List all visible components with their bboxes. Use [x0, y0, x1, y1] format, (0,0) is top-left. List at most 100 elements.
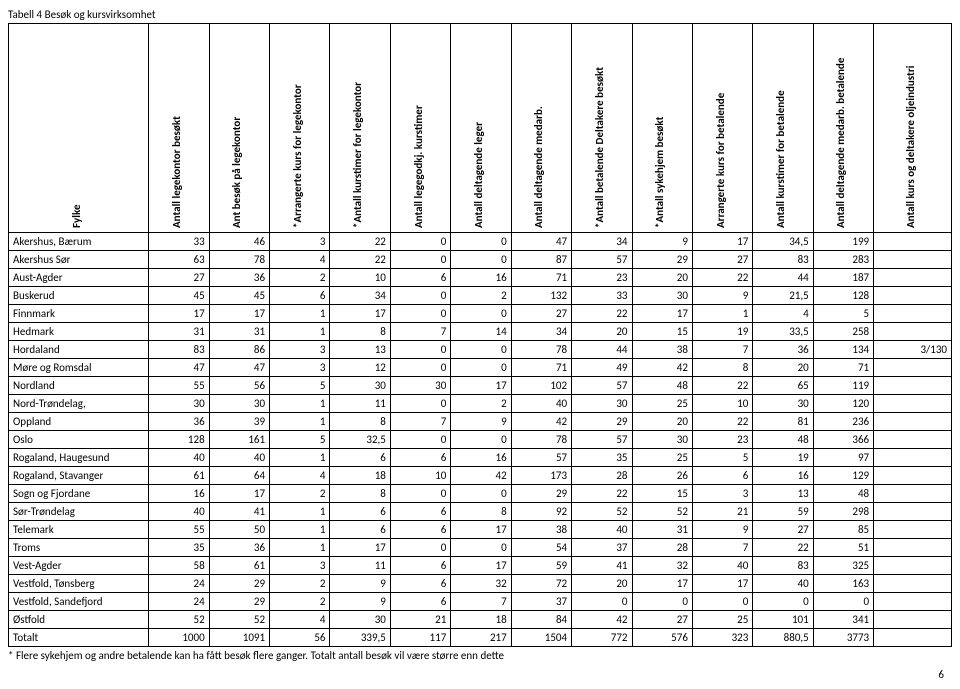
value-cell: 36: [209, 539, 269, 557]
value-cell: 17: [451, 521, 511, 539]
value-cell: 47: [149, 359, 209, 377]
value-cell: 27: [632, 611, 692, 629]
value-cell: 47: [511, 233, 571, 251]
value-cell: 6: [330, 521, 390, 539]
value-cell: 17: [209, 485, 269, 503]
value-cell: 22: [692, 413, 752, 431]
value-cell: 34,5: [753, 233, 813, 251]
value-cell: 32: [632, 557, 692, 575]
value-cell: 132: [511, 287, 571, 305]
value-cell: 17: [330, 305, 390, 323]
value-cell: 30: [330, 377, 390, 395]
value-cell: 29: [511, 485, 571, 503]
value-cell: 34: [330, 287, 390, 305]
value-cell: 1: [270, 539, 330, 557]
value-cell: 45: [149, 287, 209, 305]
table-row: Totalt1000109156339,51172171504772576323…: [9, 629, 952, 647]
value-cell: 20: [632, 269, 692, 287]
value-cell: [874, 521, 952, 539]
value-cell: 128: [813, 287, 873, 305]
value-cell: 17: [330, 539, 390, 557]
value-cell: 41: [209, 503, 269, 521]
value-cell: 2: [451, 395, 511, 413]
column-header: Antall legekontor besøkt: [149, 24, 209, 233]
value-cell: 40: [149, 503, 209, 521]
value-cell: 36: [753, 341, 813, 359]
value-cell: 22: [572, 305, 632, 323]
value-cell: 25: [632, 449, 692, 467]
value-cell: 57: [572, 251, 632, 269]
value-cell: 0: [451, 305, 511, 323]
value-cell: 32,5: [330, 431, 390, 449]
value-cell: [874, 431, 952, 449]
value-cell: 40: [149, 449, 209, 467]
value-cell: 9: [692, 287, 752, 305]
table-row: Rogaland, Haugesund40401661657352551997: [9, 449, 952, 467]
value-cell: [874, 485, 952, 503]
value-cell: 20: [632, 413, 692, 431]
fylke-cell: Østfold: [9, 611, 149, 629]
fylke-cell: Vestfold, Tønsberg: [9, 575, 149, 593]
fylke-cell: Rogaland, Stavanger: [9, 467, 149, 485]
value-cell: 45: [209, 287, 269, 305]
value-cell: [874, 395, 952, 413]
value-cell: 63: [149, 251, 209, 269]
value-cell: 24: [149, 593, 209, 611]
fylke-cell: Finnmark: [9, 305, 149, 323]
value-cell: 1091: [209, 629, 269, 647]
value-cell: 7: [451, 593, 511, 611]
fylke-cell: Troms: [9, 539, 149, 557]
value-cell: 9: [692, 521, 752, 539]
value-cell: [874, 539, 952, 557]
value-cell: 17: [451, 557, 511, 575]
value-cell: 57: [511, 449, 571, 467]
value-cell: 17: [692, 233, 752, 251]
value-cell: 3: [270, 557, 330, 575]
value-cell: 0: [390, 341, 450, 359]
value-cell: 47: [209, 359, 269, 377]
fylke-cell: Sogn og Fjordane: [9, 485, 149, 503]
value-cell: 11: [330, 557, 390, 575]
value-cell: 7: [390, 413, 450, 431]
value-cell: 1000: [149, 629, 209, 647]
value-cell: 1504: [511, 629, 571, 647]
value-cell: 71: [813, 359, 873, 377]
value-cell: 0: [390, 395, 450, 413]
value-cell: 33: [572, 287, 632, 305]
value-cell: [874, 629, 952, 647]
value-cell: 27: [149, 269, 209, 287]
value-cell: 37: [511, 593, 571, 611]
value-cell: 21: [692, 503, 752, 521]
value-cell: 772: [572, 629, 632, 647]
value-cell: 36: [209, 269, 269, 287]
value-cell: 161: [209, 431, 269, 449]
value-cell: 22: [330, 251, 390, 269]
value-cell: 20: [572, 323, 632, 341]
value-cell: 4: [270, 467, 330, 485]
value-cell: 6: [390, 449, 450, 467]
value-cell: 34: [572, 233, 632, 251]
value-cell: 17: [209, 305, 269, 323]
value-cell: 119: [813, 377, 873, 395]
value-cell: 44: [572, 341, 632, 359]
table-row: Sogn og Fjordane1617280029221531348: [9, 485, 952, 503]
value-cell: 0: [390, 233, 450, 251]
value-cell: 1: [270, 413, 330, 431]
data-table: FylkeAntall legekontor besøktAnt besøk p…: [8, 23, 952, 647]
value-cell: 87: [511, 251, 571, 269]
value-cell: 0: [390, 359, 450, 377]
value-cell: 72: [511, 575, 571, 593]
value-cell: 0: [390, 251, 450, 269]
column-header: Arrangerte kurs for betalende: [692, 24, 752, 233]
value-cell: 0: [451, 359, 511, 377]
value-cell: 30: [632, 287, 692, 305]
value-cell: 71: [511, 269, 571, 287]
value-cell: 283: [813, 251, 873, 269]
value-cell: 56: [209, 377, 269, 395]
value-cell: 5: [692, 449, 752, 467]
value-cell: 0: [753, 593, 813, 611]
column-header: Antall deltagende medarb.: [511, 24, 571, 233]
value-cell: [874, 449, 952, 467]
value-cell: 5: [813, 305, 873, 323]
value-cell: 102: [511, 377, 571, 395]
